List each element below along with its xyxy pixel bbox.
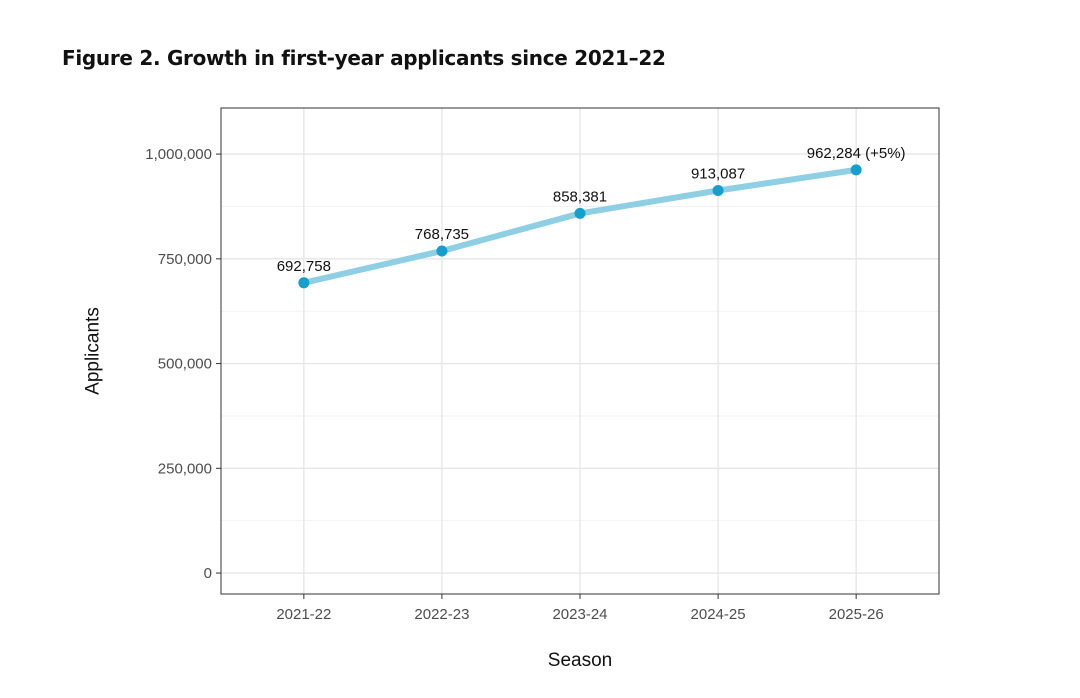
data-point — [850, 164, 862, 176]
data-point — [574, 207, 586, 219]
grid-layer — [221, 108, 939, 594]
y-tick-label: 500,000 — [158, 356, 212, 373]
x-tick-label: 2023-24 — [552, 606, 607, 623]
data-label: 692,758 — [277, 258, 331, 275]
y-tick-label: 750,000 — [158, 251, 212, 268]
y-tick-label: 250,000 — [158, 460, 212, 477]
data-point — [712, 184, 724, 196]
label-layer: 692,758 768,735 858,381 913,087 962,284 (+5%… — [277, 145, 906, 275]
x-tick-label: 2024-25 — [691, 606, 746, 623]
data-point — [298, 277, 310, 289]
figure-title: Figure 2. Growth in first-year applicant… — [62, 46, 666, 70]
y-axis-title: Applicants — [83, 307, 104, 395]
y-tick-label: 0 — [204, 565, 212, 582]
x-tick-label: 2022-23 — [414, 606, 469, 623]
data-label: 768,735 — [415, 226, 469, 243]
data-label: 962,284 (+5%) — [807, 145, 906, 162]
y-tick-label: 1,000,000 — [145, 146, 212, 163]
x-tick-label: 2025-26 — [829, 606, 884, 623]
x-tick-label: 2021-22 — [276, 606, 331, 623]
data-point — [436, 245, 448, 257]
data-label: 858,381 — [553, 188, 607, 205]
x-axis-title: Season — [548, 650, 612, 671]
data-label: 913,087 — [691, 165, 745, 182]
series-layer — [298, 164, 862, 289]
axis-layer: 0 250,000 500,000 750,000 1,000,000 2021-22 20… — [145, 146, 883, 623]
